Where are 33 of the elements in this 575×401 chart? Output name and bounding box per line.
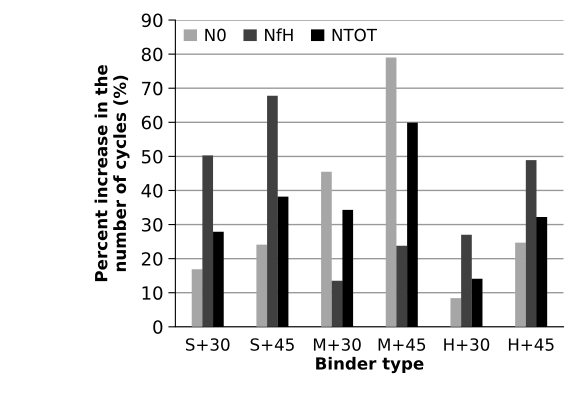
- x-tick-label: S+30: [186, 338, 230, 351]
- y-tick-label: 0: [153, 320, 162, 334]
- x-tick-label: M+45: [378, 338, 426, 351]
- y-tick-label: 90: [142, 14, 162, 28]
- bar: [526, 160, 536, 327]
- bar: [267, 96, 278, 327]
- y-axis-title: Percent increase in the number of cycles (%): [94, 65, 130, 282]
- bar: [461, 234, 472, 327]
- bar: [202, 155, 214, 327]
- bar: [386, 58, 396, 327]
- y-tick-label: 80: [142, 48, 162, 62]
- x-tick-label: H+30: [444, 338, 490, 351]
- y-tick-label: 40: [141, 184, 162, 198]
- legend-label: NfH: [265, 28, 293, 42]
- bar: [396, 246, 408, 327]
- y-tick-label: 50: [142, 150, 162, 164]
- y-tick-label: 20: [142, 252, 162, 266]
- y-tick-label: 70: [142, 82, 162, 96]
- x-tick-label: M+30: [314, 338, 361, 351]
- x-tick-label: H+45: [508, 338, 554, 351]
- legend-label: NTOT: [332, 28, 377, 42]
- y-tick-label: 60: [142, 116, 162, 130]
- bar: [321, 172, 332, 327]
- x-axis-title: Binder type: [316, 356, 424, 374]
- bar: [192, 269, 202, 327]
- y-tick-label: 10: [142, 286, 162, 300]
- y-tick-label: 30: [142, 218, 162, 232]
- bar: [256, 244, 268, 327]
- x-tick-label: S+45: [250, 338, 294, 351]
- bar: [332, 280, 342, 327]
- legend-label: N0: [205, 28, 226, 42]
- bar: [515, 242, 526, 327]
- bar: [450, 298, 462, 327]
